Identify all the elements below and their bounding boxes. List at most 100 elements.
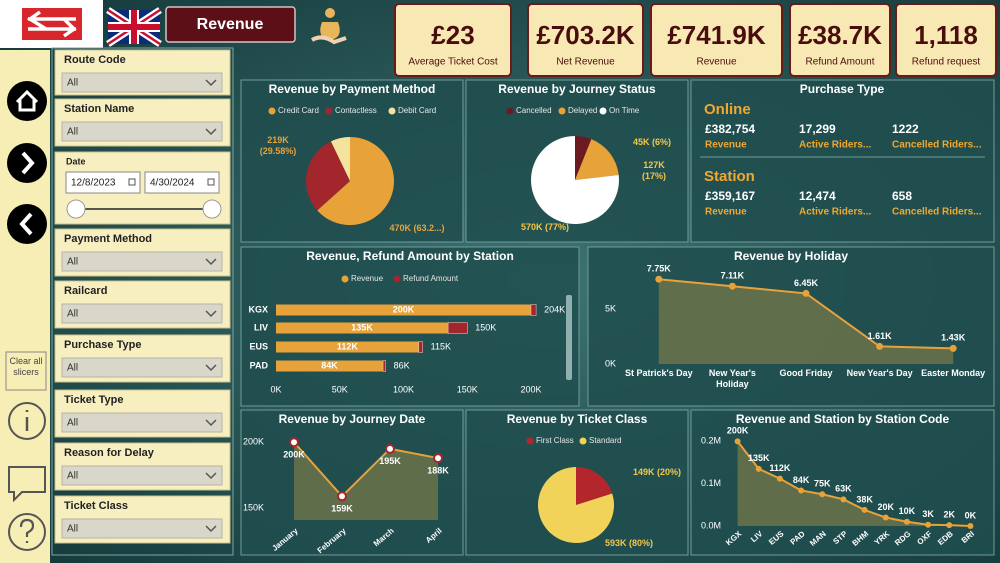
kpi-label: Net Revenue [556, 57, 615, 68]
next-button[interactable] [7, 143, 47, 183]
dropdown-chevron [205, 258, 217, 266]
slicer-dropdown[interactable] [61, 518, 223, 539]
home-button[interactable] [7, 81, 47, 121]
bar [276, 341, 419, 353]
data-label: 84K [321, 360, 338, 370]
x-tick-label: Good Friday [779, 368, 833, 378]
y-tick-label: 0.2M [701, 436, 721, 446]
bar [418, 341, 423, 353]
legend-swatch [341, 275, 349, 283]
legend-label: First Class [536, 436, 574, 445]
legend-swatch [393, 275, 401, 283]
data-label-box: 149K (20%) [632, 467, 682, 477]
chart-title: Revenue by Holiday [734, 249, 848, 263]
pie-slice [531, 136, 619, 225]
marker [798, 487, 805, 494]
slicer-label: Ticket Type [64, 394, 124, 406]
marker [655, 275, 663, 283]
y-tick-label: 0.1M [701, 478, 721, 488]
y-tick-label: KGX [248, 304, 268, 314]
total-label: 150K [475, 322, 496, 332]
slicer-label: Purchase Type [64, 339, 141, 351]
data-label: 188K [427, 465, 449, 475]
data-label: 10K [899, 506, 916, 516]
data-label: 195K [379, 456, 401, 466]
slicer-value: All [67, 418, 78, 429]
chart-title: Revenue by Journey Status [498, 82, 656, 96]
slicer-dropdown[interactable] [61, 303, 223, 324]
total-label: 86K [394, 360, 410, 370]
slicer-dropdown[interactable] [61, 121, 223, 142]
logo [22, 8, 82, 40]
x-tick-label-box: New Year's Day [846, 368, 913, 378]
x-tick-label: 0K [270, 384, 281, 394]
clear-button-label: Clear all slicers [9, 356, 43, 378]
data-label: 127K (17%) [641, 160, 666, 182]
marker [946, 522, 953, 529]
x-tick-label: 50K [332, 384, 348, 394]
x-tick-label-box: St Patrick's Day [625, 368, 693, 378]
data-label: 570K (77%) [520, 222, 570, 232]
back-button[interactable] [7, 204, 47, 244]
bar [276, 322, 449, 334]
marker [903, 518, 910, 525]
total-label: 115K [431, 341, 451, 351]
data-label-box: 470K (63.2...) [389, 223, 444, 233]
slicer-label: Reason for Delay [64, 447, 155, 459]
slicer-dropdown[interactable] [61, 72, 223, 93]
data-label: 200K [393, 304, 415, 314]
x-tick-label: New Year's Day [846, 368, 913, 378]
kpi-label: Revenue [696, 57, 736, 68]
data-label-box: 45K (6%) [633, 137, 671, 147]
date-slider-handle[interactable] [202, 199, 222, 219]
dropdown-chevron [205, 310, 217, 318]
y-tick-label: 0.0M [701, 520, 721, 530]
help-button[interactable] [8, 513, 46, 551]
legend-label: Credit Card [278, 106, 319, 115]
legend-label: Standard [589, 436, 621, 445]
data-label: 159K [331, 504, 353, 514]
date-slider-handle[interactable] [66, 199, 86, 219]
kpi-card [650, 3, 783, 77]
slicer-dropdown[interactable] [61, 465, 223, 486]
data-label: 84K [793, 475, 810, 485]
kpi-card [789, 3, 891, 77]
group-name: Station [704, 168, 755, 185]
data-label: 2K [943, 510, 955, 520]
page-button[interactable] [165, 6, 296, 43]
y-tick-label: PAD [250, 360, 269, 370]
dropdown-chevron [205, 364, 217, 372]
dropdown-chevron [205, 79, 217, 87]
slicer-value: All [67, 363, 78, 374]
data-label-box: 219K (29.58%) [260, 135, 297, 156]
y-tick-label: LIV [254, 322, 268, 332]
stat-value: £359,167 [705, 189, 755, 203]
slicer-dropdown[interactable] [61, 357, 223, 378]
chat-button[interactable] [8, 466, 46, 503]
info-button[interactable] [8, 402, 46, 440]
date-input[interactable] [65, 171, 141, 194]
stat-value: 658 [892, 189, 912, 203]
slicer-label: Station Name [64, 103, 134, 115]
bar [276, 360, 384, 372]
slicer-label: Date [66, 156, 86, 166]
scrollbar[interactable] [566, 295, 572, 380]
data-label: 7.75K [647, 264, 672, 274]
kpi-label: Refund request [912, 57, 981, 68]
clear-button[interactable] [5, 351, 47, 391]
kpi-value: 1,118 [914, 20, 978, 50]
area [658, 279, 954, 364]
slicer-panel [51, 47, 234, 556]
stat-label: Cancelled Riders... [892, 207, 982, 218]
stat-value: 17,299 [799, 122, 836, 136]
data-label: 3K [922, 509, 934, 519]
legend-label: On Time [609, 106, 640, 115]
area [294, 442, 438, 520]
area [737, 441, 971, 526]
date-input[interactable] [144, 171, 220, 194]
data-label: 149K (20%) [632, 467, 682, 477]
stat-label: Active Riders... [799, 140, 871, 151]
marker [385, 443, 395, 454]
slicer-dropdown[interactable] [61, 251, 223, 272]
slicer-dropdown[interactable] [61, 412, 223, 433]
